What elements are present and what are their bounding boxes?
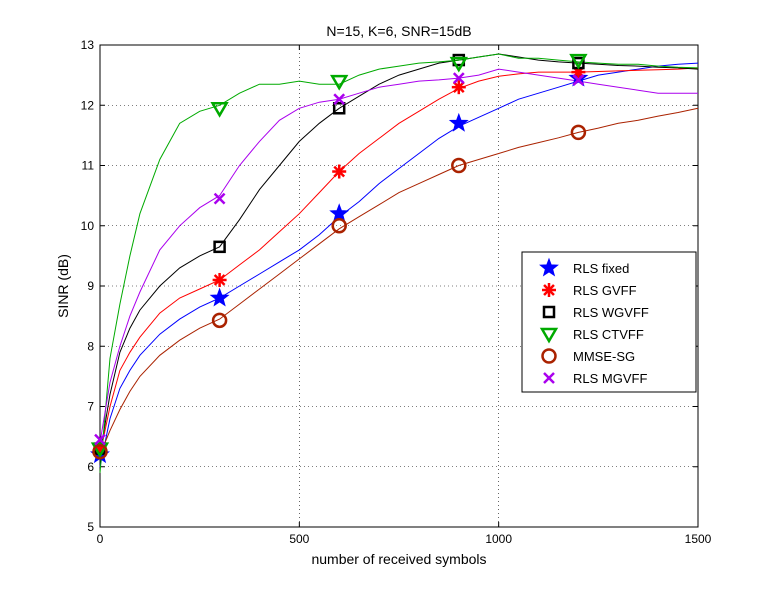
legend-label-rls-gvff: RLS GVFF bbox=[573, 283, 637, 298]
y-tick-label: 7 bbox=[87, 400, 94, 414]
legend-label-rls-ctvff: RLS CTVFF bbox=[573, 327, 644, 342]
y-tick-label: 10 bbox=[81, 219, 95, 233]
axis-ticks: 0 500 1000 1500 5 6 7 8 9 10 11 12 13 bbox=[81, 38, 712, 546]
legend-label-rls-wgvff: RLS WGVFF bbox=[573, 305, 649, 320]
series-marker-rls-wgvff bbox=[213, 240, 226, 254]
y-tick-label: 11 bbox=[82, 159, 95, 173]
legend-marker-rls-mgvff bbox=[543, 372, 555, 384]
grid bbox=[100, 45, 698, 527]
series-marker-rls-ctvff bbox=[569, 53, 588, 70]
legend-marker-rls-wgvff bbox=[542, 305, 556, 319]
y-tick-label: 9 bbox=[87, 279, 94, 293]
x-axis-label: number of received symbols bbox=[311, 551, 486, 567]
y-tick-label: 12 bbox=[81, 98, 95, 112]
y-axis-label: SINR (dB) bbox=[55, 254, 71, 318]
series-line-mmse-sg bbox=[99, 107, 699, 455]
legend-label-rls-fixed: RLS fixed bbox=[573, 261, 629, 276]
legend-label-rls-mgvff: RLS MGVFF bbox=[573, 371, 647, 386]
series-marker-rls-gvff bbox=[451, 80, 466, 95]
legend: RLS fixed RLS GVFF RLS WGVFF RLS CTVFF MMSE-… bbox=[521, 251, 697, 393]
y-tick-label: 13 bbox=[81, 38, 95, 52]
legend-marker-rls-ctvff bbox=[539, 327, 559, 344]
series-marker-rls-mgvff bbox=[333, 93, 346, 106]
series-lines bbox=[99, 53, 699, 473]
series-marker-rls-ctvff bbox=[90, 442, 110, 459]
x-tick-label: 1500 bbox=[685, 532, 712, 546]
legend-marker-rls-gvff bbox=[542, 283, 556, 297]
series-marker-rls-ctvff bbox=[449, 56, 468, 73]
series-marker-rls-ctvff bbox=[210, 102, 229, 118]
series-marker-rls-gvff bbox=[332, 164, 347, 179]
series-markers bbox=[90, 53, 589, 464]
series-marker-rls-mgvff bbox=[572, 74, 585, 86]
series-marker-mmse-sg bbox=[570, 124, 587, 141]
y-tick-label: 6 bbox=[87, 460, 94, 474]
series-marker-rls-mgvff bbox=[94, 433, 106, 446]
legend-box bbox=[521, 251, 697, 393]
series-marker-mmse-sg bbox=[331, 218, 347, 234]
series-marker-rls-fixed bbox=[329, 203, 350, 223]
series-marker-rls-mgvff bbox=[452, 72, 465, 85]
series-marker-rls-fixed bbox=[209, 287, 230, 307]
legend-marker-mmse-sg bbox=[541, 348, 557, 364]
x-tick-label: 500 bbox=[289, 532, 309, 546]
y-tick-label: 5 bbox=[87, 520, 94, 534]
series-marker-rls-mgvff bbox=[213, 192, 226, 205]
series-line-rls-gvff bbox=[99, 67, 699, 455]
legend-label-mmse-sg: MMSE-SG bbox=[573, 349, 635, 364]
x-tick-label: 1000 bbox=[485, 532, 512, 546]
y-tick-label: 8 bbox=[87, 339, 94, 353]
series-marker-mmse-sg bbox=[92, 443, 108, 460]
series-marker-mmse-sg bbox=[451, 157, 467, 174]
legend-marker-rls-fixed bbox=[539, 257, 559, 277]
series-line-rls-ctvff bbox=[99, 53, 699, 473]
series-marker-rls-fixed bbox=[448, 112, 469, 132]
series-marker-rls-gvff bbox=[212, 272, 227, 287]
series-line-rls-mgvff bbox=[99, 68, 698, 443]
series-marker-rls-ctvff bbox=[330, 74, 349, 91]
series-marker-rls-wgvff bbox=[332, 102, 346, 115]
series-line-rls-wgvff bbox=[99, 53, 699, 455]
series-marker-mmse-sg bbox=[211, 312, 228, 329]
chart-title: N=15, K=6, SNR=15dB bbox=[326, 23, 471, 39]
series-line-rls-fixed bbox=[99, 62, 699, 467]
x-tick-label: 0 bbox=[97, 532, 104, 546]
